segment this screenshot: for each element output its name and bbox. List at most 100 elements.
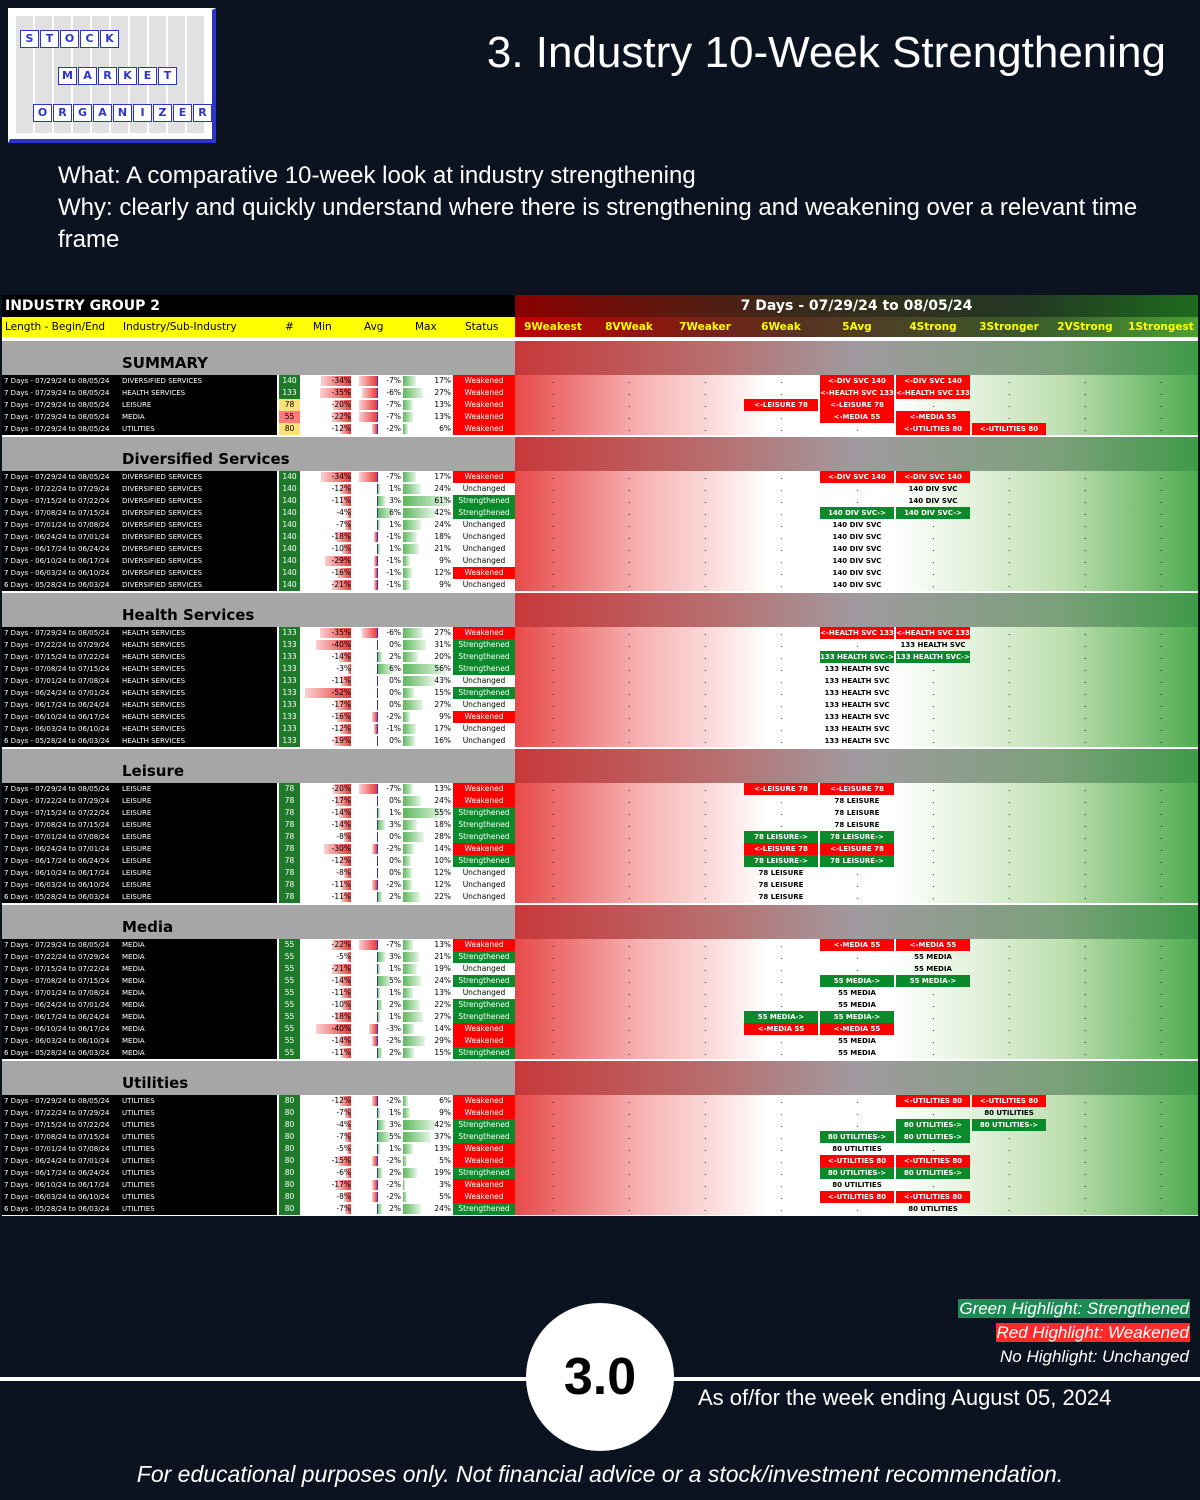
status-badge: Unchanged: [453, 963, 515, 975]
table-row: 7 Days - 06/17/24 to 06/24/24 DIVERSIFIED…: [2, 543, 1198, 555]
rank-dot: .: [1008, 832, 1011, 841]
row-max: 13%: [402, 411, 452, 423]
rank-dot: .: [552, 1204, 555, 1213]
rank-dot: .: [552, 544, 555, 553]
table-row: 7 Days - 07/01/24 to 07/08/24 LEISURE 78 -8…: [2, 831, 1198, 843]
row-period: 7 Days - 06/17/24 to 06/24/24: [4, 1169, 110, 1177]
rank-dot: .: [628, 568, 631, 577]
rank-dot: .: [704, 388, 707, 397]
rank-cell: 78 LEISURE: [758, 881, 804, 889]
rank-dot: .: [552, 1108, 555, 1117]
rank-cell: 140 DIV SVC->: [896, 507, 970, 519]
rank-dot: .: [628, 976, 631, 985]
max-text: 13%: [434, 784, 451, 793]
rank-dot: .: [628, 544, 631, 553]
row-industry: MEDIA: [122, 965, 145, 973]
max-bar: [403, 388, 424, 398]
rank-dot: .: [1160, 1036, 1163, 1045]
rank-dot: .: [1160, 856, 1163, 865]
row-industry: DIVERSIFIED SERVICES: [122, 497, 203, 505]
max-text: 27%: [434, 388, 451, 397]
rank-dot: .: [628, 556, 631, 565]
row-max: 10%: [402, 855, 452, 867]
avg-text: 3%: [389, 820, 401, 829]
rank-dot: .: [1008, 1204, 1011, 1213]
row-period: 7 Days - 06/17/24 to 06/24/24: [4, 701, 110, 709]
rank-dot: .: [704, 868, 707, 877]
rank-dot: .: [1008, 1180, 1011, 1189]
row-avg: -1%: [352, 567, 402, 579]
legend-red-text: Red Highlight: Weakened: [995, 1323, 1190, 1342]
max-text: 10%: [434, 856, 451, 865]
row-label: 6 Days - 05/28/24 to 06/03/24 MEDIA: [2, 1047, 277, 1059]
row-max: 12%: [402, 867, 452, 879]
max-text: 6%: [439, 1096, 451, 1105]
row-count: 55: [279, 411, 300, 423]
rank-dot: .: [932, 688, 935, 697]
row-label: 7 Days - 07/08/24 to 07/15/24 MEDIA: [2, 975, 277, 987]
rank-dot: .: [1008, 1036, 1011, 1045]
row-min: -29%: [302, 555, 352, 567]
avg-axis: [377, 1144, 378, 1154]
min-bar: [334, 736, 351, 746]
section-band-gradient: [515, 905, 1198, 939]
row-avg: 3%: [352, 1119, 402, 1131]
row-count: 133: [279, 699, 300, 711]
row-count: 78: [279, 783, 300, 795]
rank-dot: .: [1084, 640, 1087, 649]
min-text: -3%: [336, 664, 351, 673]
min-bar: [333, 784, 351, 794]
row-count: 140: [279, 555, 300, 567]
max-text: 9%: [439, 712, 451, 721]
rank-dot: .: [1084, 496, 1087, 505]
rank-cell: 133 HEALTH SVC: [824, 689, 890, 697]
rank-dot: .: [780, 484, 783, 493]
row-count: 55: [279, 951, 300, 963]
max-text: 15%: [434, 688, 451, 697]
status-badge: Strengthened: [453, 1167, 515, 1179]
min-text: -12%: [331, 424, 351, 433]
row-label: 7 Days - 06/03/24 to 06/10/24 LEISURE: [2, 879, 277, 891]
rank-dot: .: [704, 820, 707, 829]
row-avg: 2%: [352, 999, 402, 1011]
row-label: 7 Days - 06/03/24 to 06/10/24 HEALTH SERV…: [2, 723, 277, 735]
row-max: 18%: [402, 819, 452, 831]
max-text: 13%: [434, 400, 451, 409]
rank-dot: .: [704, 1120, 707, 1129]
rank-dot: .: [780, 676, 783, 685]
rank-dot: .: [856, 640, 859, 649]
rank-cell: 78 LEISURE: [834, 809, 880, 817]
row-avg: 3%: [352, 819, 402, 831]
avg-axis: [377, 1000, 378, 1010]
rank-dot: .: [1084, 1192, 1087, 1201]
rank-dot: .: [1008, 724, 1011, 733]
avg-bar: [377, 964, 380, 974]
min-text: -5%: [336, 952, 351, 961]
max-bar: [403, 376, 416, 386]
status-badge: Strengthened: [453, 807, 515, 819]
status-badge: Strengthened: [453, 507, 515, 519]
table-row: 7 Days - 07/29/24 to 08/05/24 MEDIA 55 -22%…: [2, 939, 1198, 951]
rank-cell: 55 MEDIA: [838, 1049, 876, 1057]
col-length: Length - Begin/End: [5, 321, 106, 333]
rank-dot: .: [552, 412, 555, 421]
rank-dot: .: [628, 640, 631, 649]
rank-dot: .: [628, 844, 631, 853]
rank-dot: .: [628, 412, 631, 421]
rank-dot: .: [628, 580, 631, 589]
rank-dot: .: [1084, 1120, 1087, 1129]
rank-dot: .: [1008, 1024, 1011, 1033]
row-period: 7 Days - 07/22/24 to 07/29/24: [4, 953, 110, 961]
table-row: 7 Days - 06/10/24 to 06/17/24 DIVERSIFIED…: [2, 555, 1198, 567]
row-max: 17%: [402, 375, 452, 387]
row-count: 133: [279, 687, 300, 699]
avg-text: -7%: [386, 472, 401, 481]
rank-dot: .: [704, 508, 707, 517]
status-badge: Strengthened: [453, 651, 515, 663]
rank-header: 5Avg: [842, 321, 872, 333]
rank-dot: .: [1160, 940, 1163, 949]
min-text: -5%: [336, 1144, 351, 1153]
rank-dot: .: [1084, 820, 1087, 829]
